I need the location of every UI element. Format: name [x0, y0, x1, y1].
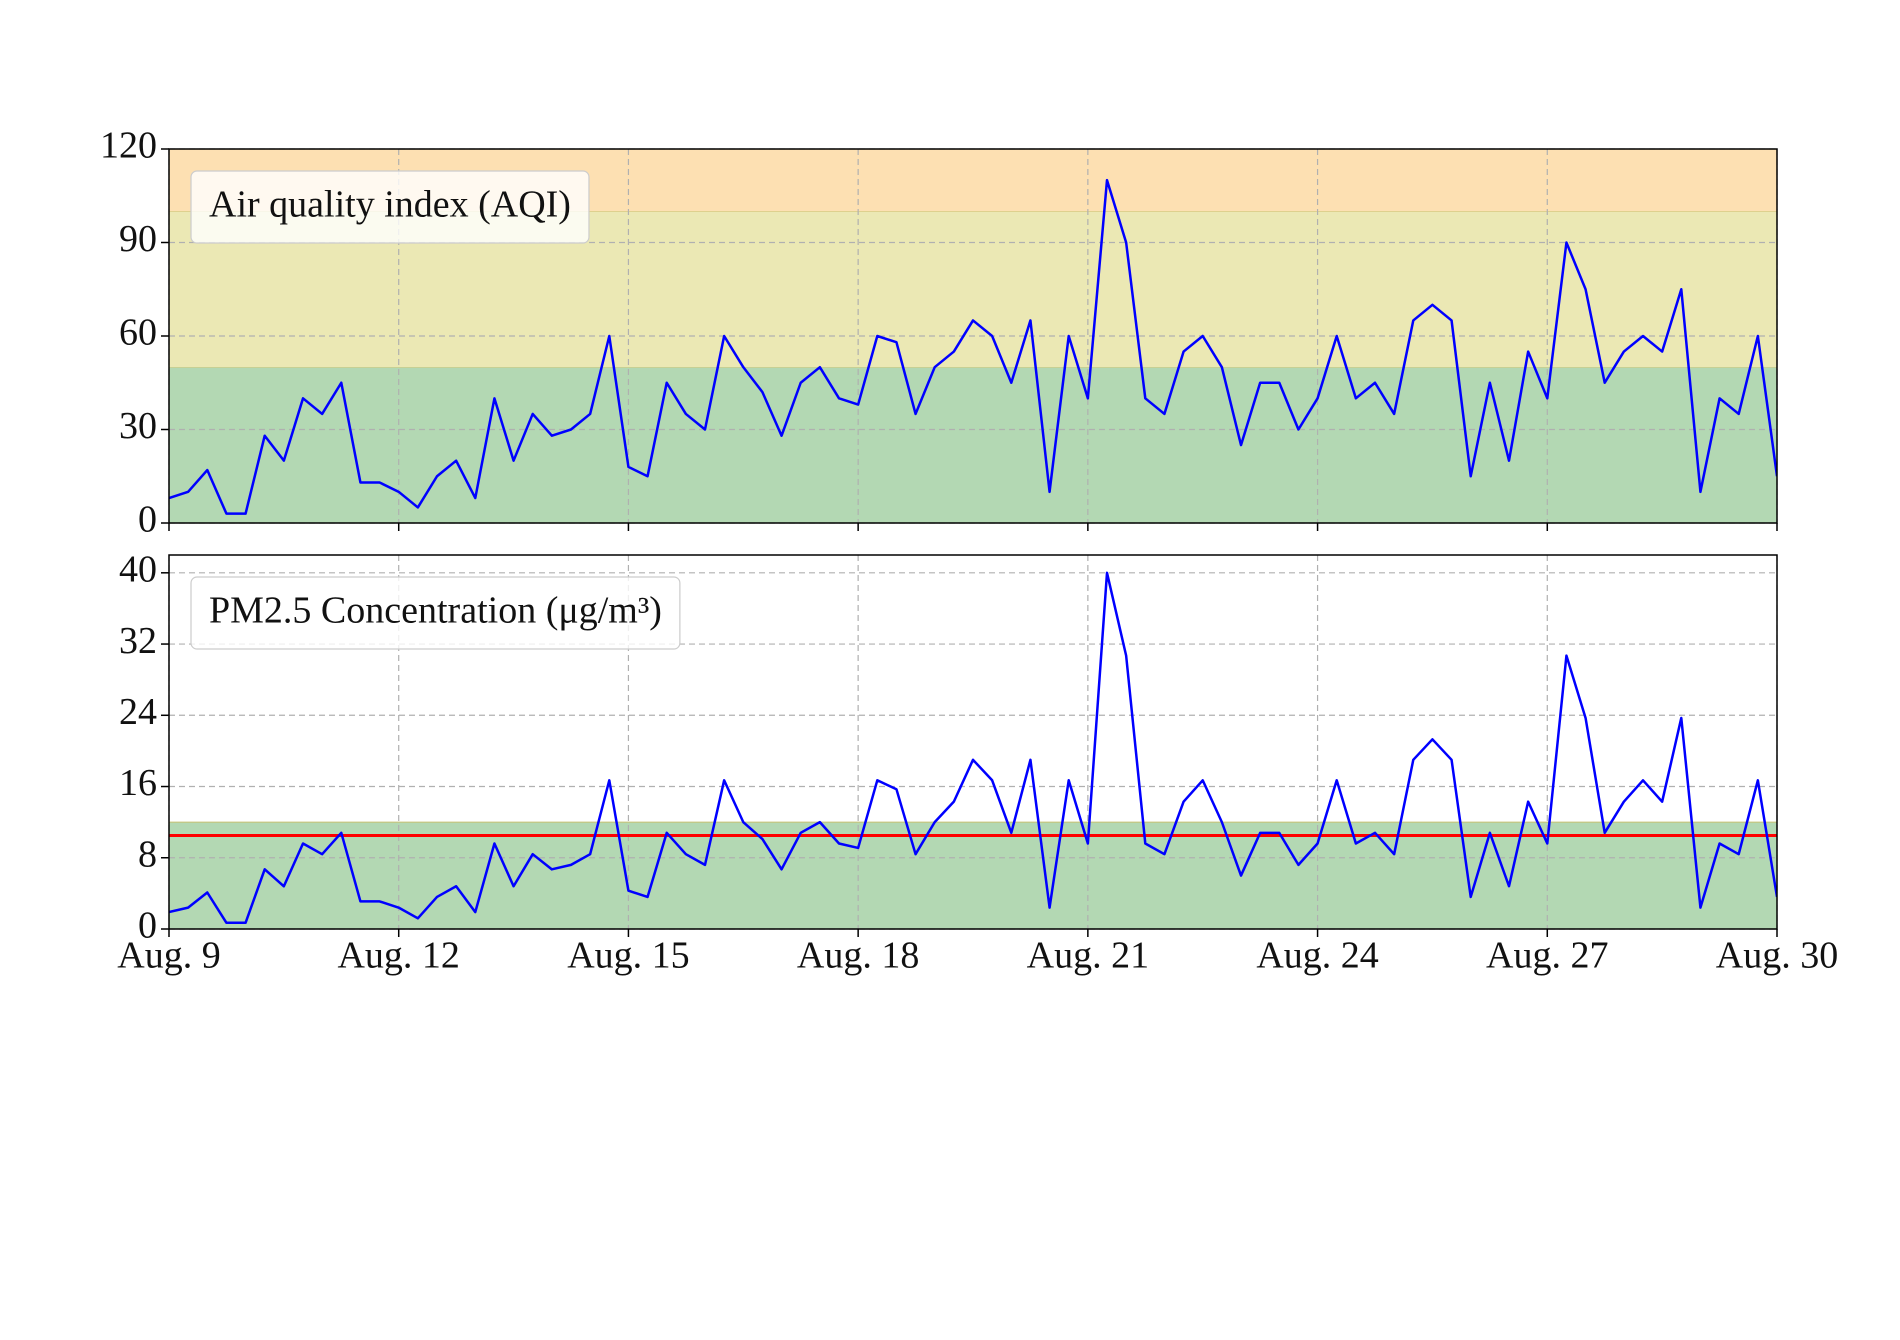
data-line — [169, 178, 1777, 515]
legend-box — [190, 576, 681, 650]
band — [169, 367, 1777, 523]
y-tick-label: 32 — [119, 620, 157, 662]
y-tick-label: 0 — [138, 499, 157, 541]
x-tick-label: Aug. 21 — [1027, 935, 1149, 977]
y-tick-label: 0 — [138, 905, 157, 947]
x-tick-label: Aug. 15 — [567, 935, 689, 977]
y-tick-label: 40 — [119, 549, 157, 591]
y-tick-label: 60 — [119, 312, 157, 354]
plot-frame — [168, 148, 1778, 524]
x-tick-label: Aug. 24 — [1256, 935, 1378, 977]
y-tick-label: 24 — [119, 691, 157, 733]
y-tick-label: 90 — [119, 218, 157, 260]
legend-box — [190, 170, 590, 244]
x-tick-label: Aug. 18 — [797, 935, 919, 977]
x-tick-label: Aug. 9 — [117, 935, 220, 977]
x-tick-label: Aug. 12 — [337, 935, 459, 977]
x-tick-label: Aug. 30 — [1716, 935, 1838, 977]
legend-label: PM2.5 Concentration (μg/m³) — [209, 590, 662, 632]
legend: PM2.5 Concentration (μg/m³) — [190, 576, 681, 650]
data-line — [169, 571, 1777, 925]
y-tick-label: 8 — [138, 833, 157, 875]
legend-label: Air quality index (AQI) — [209, 184, 571, 226]
y-tick-label: 120 — [100, 125, 157, 167]
plot-frame — [168, 554, 1778, 930]
x-tick-label: Aug. 27 — [1486, 935, 1608, 977]
legend: Air quality index (AQI) — [190, 170, 590, 244]
y-tick-label: 16 — [119, 762, 157, 804]
band — [169, 822, 1777, 929]
y-tick-label: 30 — [119, 405, 157, 447]
